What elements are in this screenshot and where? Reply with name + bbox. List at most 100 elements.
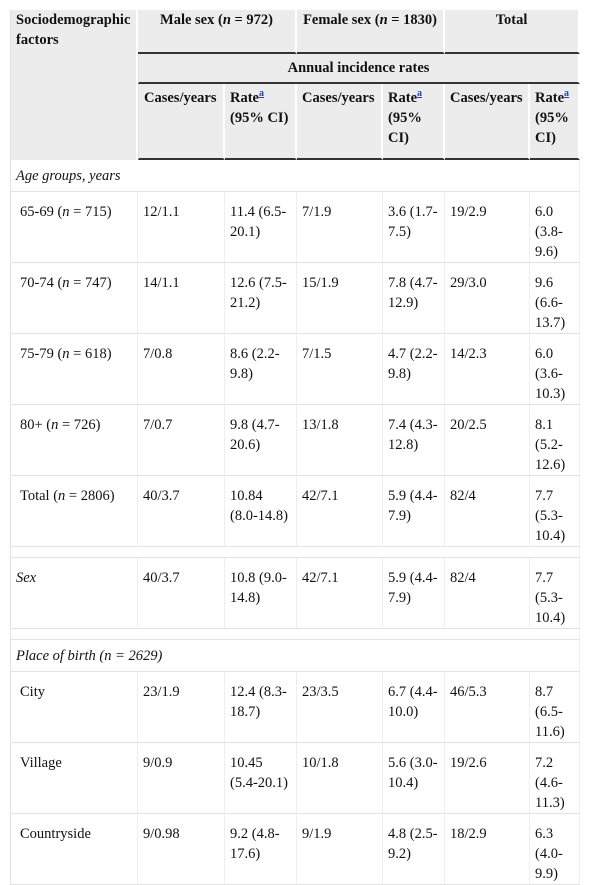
header-row: Cases/years Ratea (95% CI) Cases/years Rate… [10,84,581,160]
cell: 5.6 (3.0-10.4) [383,743,446,814]
cell: 9/0.98 [138,814,225,885]
table-header: Sociodemographic factors Male sex (n = 97… [10,10,581,160]
spacer [10,547,581,558]
data-row: 70-74 (n = 747) 14/1.1 12.6 (7.5-21.2) 15/1… [10,263,581,334]
cell: 7/0.8 [138,334,225,405]
row-label: City [10,672,138,743]
cell: 5.9 (4.4-7.9) [383,558,446,629]
subheader: Annual incidence rates [138,54,581,84]
cell: 12/1.1 [138,192,225,263]
header-row: Sociodemographic factors Male sex (n = 97… [10,10,581,160]
cell: 7.7 (5.3-10.4) [530,476,581,547]
rate-label: Rate [230,90,259,106]
cell: 7/1.9 [297,192,384,263]
section-title: Place of birth (n = 2629) [10,640,581,672]
column-header: Cases/years [445,84,531,160]
cell: 82/4 [445,476,531,547]
rate-ci: (95% CI) [388,110,422,146]
cell: 15/1.9 [297,263,384,334]
table-body: Age groups, years 65-69 (n = 715) 12/1.1 11… [10,160,581,885]
group-header: Female sex (n = 1830) [297,10,446,54]
incidence-table: Sociodemographic factors Male sex (n = 97… [10,10,581,885]
rate-label: Rate [388,90,418,106]
rate-label: Rate [535,90,565,106]
cell: 6.7 (4.4-10.0) [383,672,446,743]
row-label: 65-69 (n = 715) [10,192,138,263]
data-row: Countryside 9/0.98 9.2 (4.8-17.6) 9/1.9 4.8 … [10,814,581,885]
cell: 40/3.7 [138,558,225,629]
cell: 13/1.8 [297,405,384,476]
header-cell: Sociodemographic factors [10,10,138,160]
cell: 14/2.3 [445,334,531,405]
cell: 40/3.7 [138,476,225,547]
rate-ci: (95% CI) [230,110,289,126]
cell: 7.4 (4.3-12.8) [383,405,446,476]
cell: 3.6 (1.7-7.5) [383,192,446,263]
cell: 7.7 (5.3-10.4) [530,558,581,629]
cell: 19/2.9 [445,192,531,263]
data-row: 80+ (n = 726) 7/0.7 9.8 (4.7-20.6) 13/1.8 7.… [10,405,581,476]
cell: 7/1.5 [297,334,384,405]
cell: 46/5.3 [445,672,531,743]
section-row: Place of birth (n = 2629) [10,640,581,672]
footnote-ref[interactable]: a [259,88,264,100]
cell: 5.9 (4.4-7.9) [383,476,446,547]
cell: 11.4 (6.5-20.1) [225,192,298,263]
footnote-ref[interactable]: a [564,88,570,100]
row-label: Sex [10,558,138,629]
cell: 10.45 (5.4-20.1) [225,743,298,814]
data-row: Village 9/0.9 10.45 (5.4-20.1) 10/1.8 5.6 (3… [10,743,581,814]
cell: 9.6 (6.6-13.7) [530,263,581,334]
cell: 29/3.0 [445,263,531,334]
cell: 4.7 (2.2-9.8) [383,334,446,405]
section-row: Age groups, years [10,160,581,192]
row-label: 80+ (n = 726) [10,405,138,476]
cell: 12.6 (7.5-21.2) [225,263,298,334]
cell: 7.2 (4.6-11.3) [530,743,581,814]
spacer-cell [10,547,581,558]
cell: 4.8 (2.5-9.2) [383,814,446,885]
cell: 8.7 (6.5-11.6) [530,672,581,743]
cell: 9.2 (4.8-17.6) [225,814,298,885]
cell: 6.0 (3.6-10.3) [530,334,581,405]
cell: 14/1.1 [138,263,225,334]
cell: 6.0 (3.8-9.6) [530,192,581,263]
row-label: Total (n = 2806) [10,476,138,547]
cell: 42/7.1 [297,558,384,629]
spacer [10,629,581,640]
column-header: Ratea (95% CI) [530,84,581,160]
column-header: Cases/years [297,84,384,160]
cell: 20/2.5 [445,405,531,476]
column-header: Ratea (95% CI) [383,84,446,160]
cell: 12.4 (8.3-18.7) [225,672,298,743]
group-header: Male sex (n = 972) [138,10,298,54]
cell: 82/4 [445,558,531,629]
data-row: Sex 40/3.7 10.8 (9.0-14.8) 42/7.1 5.9 (4.4-7… [10,558,581,629]
cell: 7/0.7 [138,405,225,476]
column-header: Ratea (95% CI) [225,84,298,160]
cell: 18/2.9 [445,814,531,885]
cell: 6.3 (4.0-9.9) [530,814,581,885]
cell: 10.8 (9.0-14.8) [225,558,298,629]
cell: 9/0.9 [138,743,225,814]
header-row: Annual incidence rates [10,54,581,84]
data-row: Total (n = 2806) 40/3.7 10.84 (8.0-14.8) 42… [10,476,581,547]
cell: 9.8 (4.7-20.6) [225,405,298,476]
row-label: 70-74 (n = 747) [10,263,138,334]
cell: 7.8 (4.7-12.9) [383,263,446,334]
group-header: Total [445,10,581,54]
cell: 9/1.9 [297,814,384,885]
section-title: Age groups, years [10,160,581,192]
cell: 8.6 (2.2-9.8) [225,334,298,405]
data-row: 65-69 (n = 715) 12/1.1 11.4 (6.5-20.1) 7/1.… [10,192,581,263]
spacer-cell [10,629,581,640]
rate-ci: (95% CI) [535,110,569,146]
row-label: Countryside [10,814,138,885]
data-row: City 23/1.9 12.4 (8.3-18.7) 23/3.5 6.7 (4.4-… [10,672,581,743]
cell: 42/7.1 [297,476,384,547]
footnote-ref[interactable]: a [417,88,423,100]
row-label: 75-79 (n = 618) [10,334,138,405]
row-label: Village [10,743,138,814]
column-header: Cases/years [138,84,225,160]
